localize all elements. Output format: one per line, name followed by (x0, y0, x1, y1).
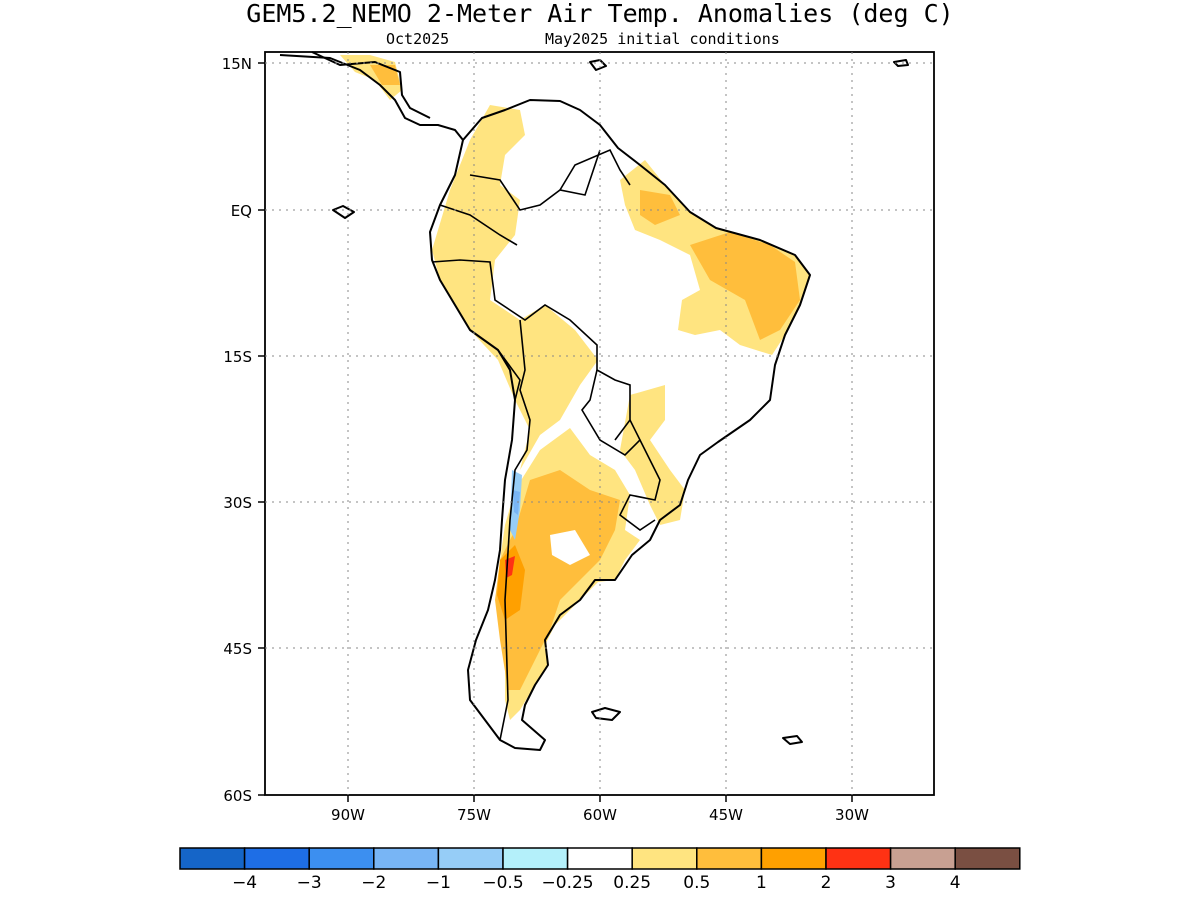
anomaly-region (620, 385, 685, 525)
colorbar-label: −4 (232, 873, 257, 893)
lon-label: 75W (457, 806, 491, 824)
colorbar: −4 −3 −2 −1 −0.5 −0.25 0.25 0.5 1 2 3 4 (179, 847, 1021, 893)
colorbar-swatch (179, 847, 246, 870)
central-america-coast-north (311, 51, 431, 119)
lat-label: EQ (231, 202, 252, 220)
lon-label: 90W (331, 806, 365, 824)
lon-label: 45W (709, 806, 743, 824)
lat-label: 15S (223, 348, 252, 366)
colorbar-label: 0.25 (613, 873, 651, 893)
colorbar-swatch (760, 847, 827, 870)
south-georgia (782, 735, 803, 745)
colorbar-swatch (437, 847, 504, 870)
colorbar-label: 1 (756, 873, 767, 893)
colorbar-label: −0.25 (542, 873, 594, 893)
colorbar-swatch (631, 847, 698, 870)
anomaly-region (432, 105, 598, 470)
galapagos-islands (332, 205, 355, 219)
map-frame: 15N EQ 15S 30S 45S 60S 90W 75W 60W 45W 30W (222, 51, 935, 824)
graticule (265, 52, 934, 795)
colorbar-swatch (308, 847, 375, 870)
lat-label: 60S (223, 787, 252, 805)
colorbar-label: 2 (821, 873, 832, 893)
colorbar-swatch (502, 847, 569, 870)
colorbar-swatch (889, 847, 956, 870)
colorbar-label: −1 (426, 873, 451, 893)
colorbar-label: 3 (885, 873, 896, 893)
colorbar-label: 0.5 (683, 873, 710, 893)
colorbar-swatch (954, 847, 1021, 870)
anomaly-region (497, 545, 525, 620)
colorbar-label: −0.5 (482, 873, 523, 893)
latitude-labels: 15N EQ 15S 30S 45S 60S (222, 55, 265, 805)
anomaly-region (495, 470, 620, 690)
colorbar-label: −3 (297, 873, 322, 893)
colorbar-swatch (696, 847, 763, 870)
anomaly-region (550, 530, 590, 565)
caribbean-islands (589, 59, 909, 71)
colorbar-label: 4 (950, 873, 961, 893)
colorbar-swatch (566, 847, 633, 870)
lat-label: 30S (223, 494, 252, 512)
initial-conditions: May2025 initial conditions (545, 30, 780, 48)
colorbar-swatch (825, 847, 892, 870)
anomaly-region (513, 490, 520, 515)
colorbar-swatch (243, 847, 310, 870)
lat-label: 45S (223, 640, 252, 658)
map-title: GEM5.2_NEMO 2-Meter Air Temp. Anomalies … (246, 0, 954, 28)
anomaly-shading (340, 55, 810, 720)
longitude-labels: 90W 75W 60W 45W 30W (331, 795, 869, 824)
falkland-islands (591, 707, 621, 721)
forecast-month: Oct2025 (386, 30, 450, 48)
anomaly-region (690, 232, 800, 340)
colorbar-swatch (373, 847, 440, 870)
anomaly-region (640, 190, 680, 225)
lon-label: 30W (835, 806, 869, 824)
lat-label: 15N (222, 55, 252, 73)
colorbar-label: −2 (361, 873, 386, 893)
lon-label: 60W (583, 806, 617, 824)
